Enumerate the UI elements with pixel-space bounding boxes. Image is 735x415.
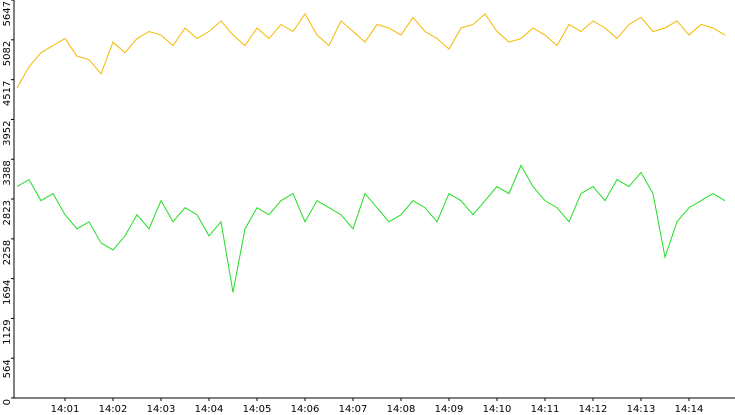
y-tick-label: 5647 xyxy=(2,1,13,26)
y-tick-label: 3388 xyxy=(2,160,13,185)
y-tick-label: 5082 xyxy=(2,41,13,66)
line xyxy=(16,164,726,293)
y-tick-label: 0 xyxy=(2,399,13,405)
x-tick-label: 14:04 xyxy=(195,404,224,415)
y-tick-label: 2258 xyxy=(2,240,13,265)
x-tick-label: 14:06 xyxy=(291,404,320,415)
x-tick-label: 14:05 xyxy=(243,404,272,415)
x-tick-label: 14:09 xyxy=(435,404,464,415)
x-tick-label: 14:14 xyxy=(675,404,704,415)
y-tick-label: 1129 xyxy=(2,319,13,344)
y-tick-label: 1694 xyxy=(2,280,13,305)
line xyxy=(16,12,726,89)
x-tick-label: 14:07 xyxy=(339,404,368,415)
x-tick-label: 14:13 xyxy=(627,404,656,415)
x-tick-label: 14:01 xyxy=(51,404,80,415)
x-tick-label: 14:03 xyxy=(147,404,176,415)
y-tick-label: 564 xyxy=(2,359,13,378)
x-tick-label: 14:08 xyxy=(387,404,416,415)
y-tick-label: 2823 xyxy=(2,200,13,225)
x-tick-label: 14:12 xyxy=(579,404,608,415)
y-tick-label: 4517 xyxy=(2,81,13,106)
x-tick-label: 14:11 xyxy=(531,404,560,415)
y-tick-label: 3952 xyxy=(2,120,13,145)
x-tick-label: 14:02 xyxy=(99,404,128,415)
x-tick-label: 14:10 xyxy=(483,404,512,415)
